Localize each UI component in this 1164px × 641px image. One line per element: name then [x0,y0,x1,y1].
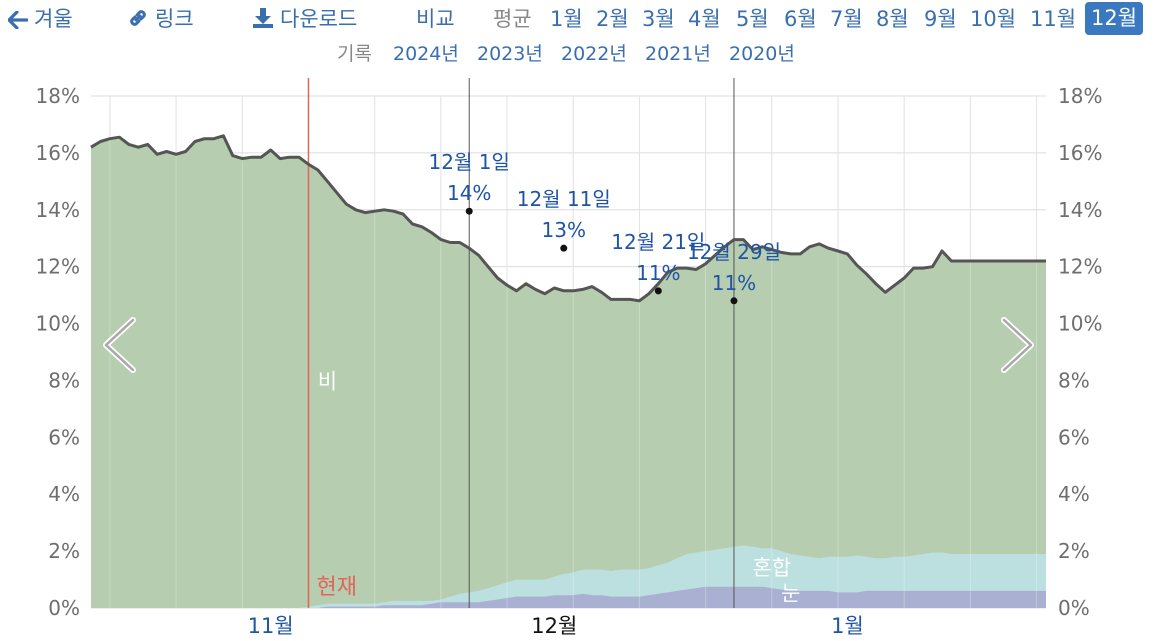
month-item[interactable]: 1월 [550,7,583,31]
average-label: 평균 [493,7,532,31]
y-tick-label-left: 12% [36,255,80,279]
annotation-value-label: 14% [447,181,491,205]
y-tick-label-left: 4% [48,482,80,506]
total-precipitation-line [90,134,1046,303]
year-item[interactable]: 2022년 [561,43,627,65]
annotation-dot [730,297,738,305]
arrow-left-icon [7,10,29,30]
x-month-label: 1월 [831,614,864,638]
link-icon [130,10,146,26]
month-item[interactable]: 12월 [1085,2,1144,35]
month-item[interactable]: 9월 [924,7,957,31]
chart-labels: 0% 0% 2% 2% 4% 4% 6% 6% 8% 8% 10% 10% 12% 12% 14% 14% 16… [36,84,1103,638]
area-label: 눈 [781,581,800,605]
area-label: 혼합 [752,556,791,580]
year-item[interactable]: 2024년 [393,43,459,65]
area-label: 비 [318,369,337,393]
y-tick-label-right: 18% [1058,84,1102,108]
annotation-date-label: 12월 21일 [611,230,705,254]
chart-overlay [90,78,1046,608]
annotation-date-label: 12월 29일 [687,240,781,264]
month-item[interactable]: 4월 [688,7,721,31]
prev-arrow-icon[interactable] [96,305,146,385]
season-back-link[interactable]: 겨울 [7,4,73,34]
month-item[interactable]: 7월 [830,7,863,31]
year-item[interactable]: 2020년 [729,43,795,65]
next-arrow-icon[interactable] [995,305,1045,385]
link-label: 링크 [155,7,194,31]
y-tick-label-left: 16% [36,141,80,165]
annotation-value-label: 11% [636,261,680,285]
annotation-value-label: 11% [712,271,756,295]
month-item[interactable]: 8월 [876,7,909,31]
annotation-value-label: 13% [542,218,586,242]
year-item[interactable]: 2021년 [645,43,711,65]
month-item[interactable]: 6월 [784,7,817,31]
x-month-label: 12월 [531,614,577,638]
y-tick-label-left: 2% [48,539,80,563]
y-tick-label-right: 2% [1058,539,1090,563]
month-item[interactable]: 5월 [736,7,769,31]
rain-area [91,135,1046,609]
records-label: 기록 [337,43,372,65]
y-tick-label-left: 10% [36,312,80,336]
y-tick-label-right: 0% [1058,596,1090,620]
top-toolbar: 겨울 링크 다운로드 비교 평균 1월 2월 3월 4월 5월 6월 7월 8월 9월 10월 11… [0,0,1164,40]
season-label: 겨울 [34,7,73,31]
compare-label: 비교 [416,7,455,31]
link-button[interactable]: 링크 [127,4,194,34]
annotation-dot [560,244,568,252]
month-item[interactable]: 11월 [1030,7,1077,31]
y-tick-label-right: 14% [1058,198,1102,222]
y-tick-label-left: 8% [48,368,80,392]
y-tick-label-right: 16% [1058,141,1102,165]
annotation-dot [465,207,473,215]
current-date-label: 현재 [316,575,356,600]
compare-link[interactable]: 비교 [416,4,455,34]
y-tick-label-right: 8% [1058,368,1090,392]
y-tick-label-left: 6% [48,425,80,449]
records-row: 기록 2024년 2023년 2022년 2021년 2020년 [0,40,1164,68]
month-item[interactable]: 2월 [596,7,629,31]
y-tick-label-left: 14% [36,198,80,222]
y-tick-label-right: 4% [1058,482,1090,506]
y-tick-label-right: 12% [1058,255,1102,279]
y-tick-label-right: 10% [1058,312,1102,336]
month-item[interactable]: 3월 [642,7,675,31]
x-month-label: 11월 [248,614,294,638]
snow-area [91,586,1046,608]
year-item[interactable]: 2023년 [477,43,543,65]
annotation-dot [654,287,662,295]
annotation-date-label: 12월 11일 [517,187,611,211]
y-tick-label-left: 0% [48,596,80,620]
month-item[interactable]: 10월 [970,7,1017,31]
y-tick-label-left: 18% [36,84,80,108]
annotation-date-label: 12월 1일 [429,150,510,174]
y-tick-label-right: 6% [1058,425,1090,449]
download-icon [253,8,273,28]
download-button[interactable]: 다운로드 [252,4,357,34]
download-label: 다운로드 [280,7,358,31]
chart-areas [91,135,1046,609]
